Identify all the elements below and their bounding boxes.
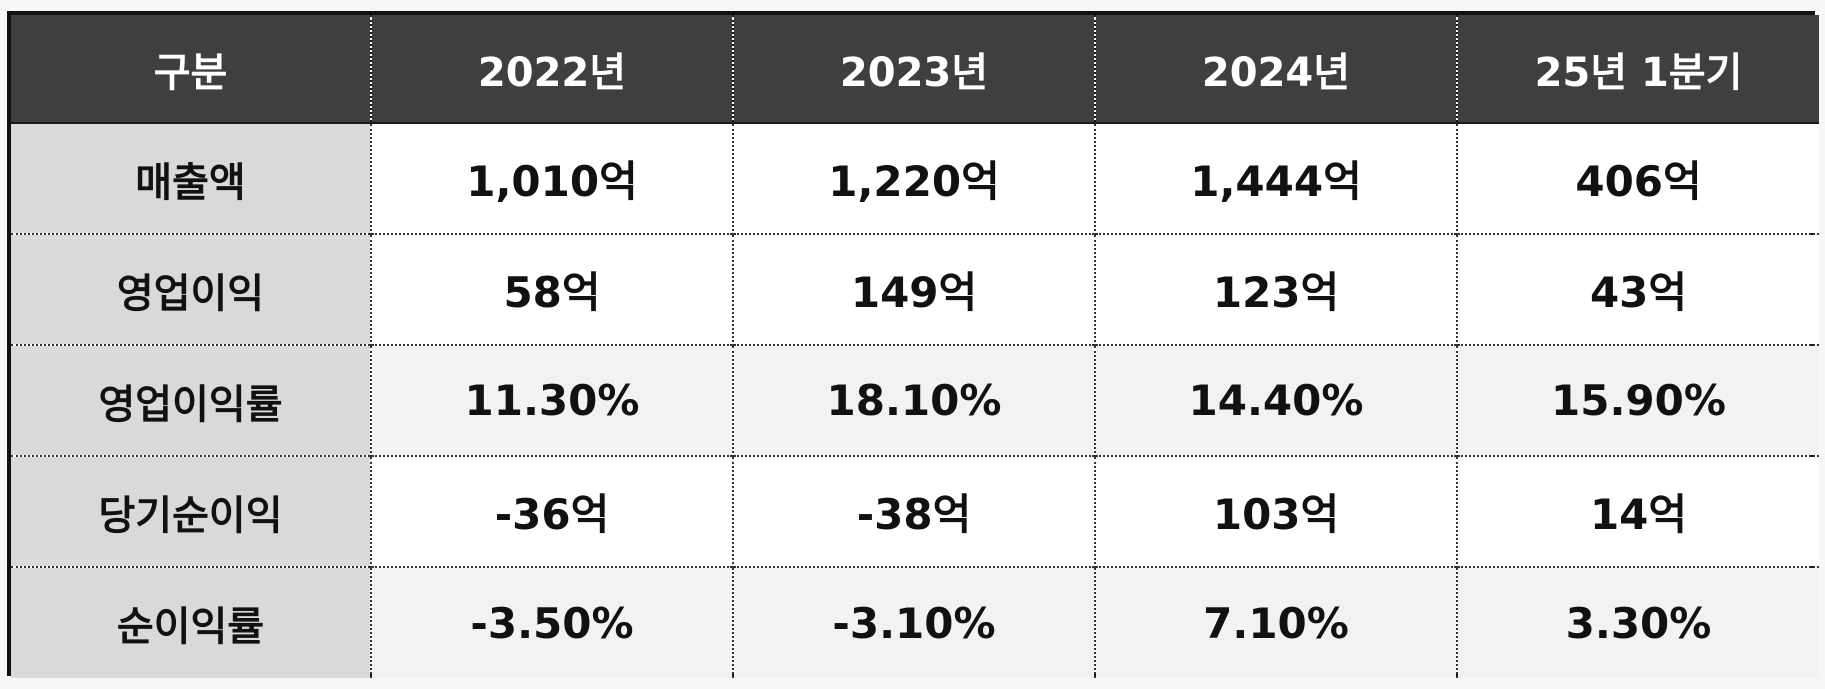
table-row-net-margin: 순이익률 -3.50% -3.10% 7.10% 3.30%	[11, 566, 1819, 678]
row-label: 매출액	[11, 122, 371, 234]
row-label: 영업이익	[11, 233, 371, 345]
header-2024: 2024년	[1094, 15, 1457, 124]
table-cell: 11.30%	[370, 344, 733, 456]
header-2022: 2022년	[370, 15, 733, 124]
table-cell: 406억	[1456, 122, 1819, 234]
header-2023: 2023년	[732, 15, 1095, 124]
table-cell: -36억	[370, 455, 733, 567]
table-cell: 14억	[1456, 455, 1819, 567]
table-cell: 15.90%	[1456, 344, 1819, 456]
table-cell: 7.10%	[1094, 566, 1457, 678]
table-cell: -3.10%	[732, 566, 1095, 678]
row-label: 순이익률	[11, 566, 371, 678]
header-2025-q1: 25년 1분기	[1456, 15, 1819, 124]
table-cell: -38억	[732, 455, 1095, 567]
table-row-operating-margin: 영업이익률 11.30% 18.10% 14.40% 15.90%	[11, 344, 1819, 456]
row-label: 영업이익률	[11, 344, 371, 456]
table-row-revenue: 매출액 1,010억 1,220억 1,444억 406억	[11, 122, 1819, 234]
table-cell: 149억	[732, 233, 1095, 345]
table-cell: 18.10%	[732, 344, 1095, 456]
financial-summary-table: 구분 2022년 2023년 2024년 25년 1분기 매출액 1,010억 …	[11, 15, 1819, 678]
header-category: 구분	[11, 15, 371, 124]
row-label: 당기순이익	[11, 455, 371, 567]
table-cell: 43억	[1456, 233, 1819, 345]
table-cell: 58억	[370, 233, 733, 345]
table-cell: 14.40%	[1094, 344, 1457, 456]
table-cell: 1,220억	[732, 122, 1095, 234]
table-cell: 1,444억	[1094, 122, 1457, 234]
table-cell: 1,010억	[370, 122, 733, 234]
financial-table-container: 구분 2022년 2023년 2024년 25년 1분기 매출액 1,010억 …	[7, 11, 1819, 678]
table-row-net-income: 당기순이익 -36억 -38억 103억 14억	[11, 455, 1819, 567]
table-cell: -3.50%	[370, 566, 733, 678]
table-cell: 103억	[1094, 455, 1457, 567]
table-row-operating-profit: 영업이익 58억 149억 123억 43억	[11, 233, 1819, 345]
table-cell: 123억	[1094, 233, 1457, 345]
table-cell: 3.30%	[1456, 566, 1819, 678]
table-header-row: 구분 2022년 2023년 2024년 25년 1분기	[11, 15, 1819, 124]
